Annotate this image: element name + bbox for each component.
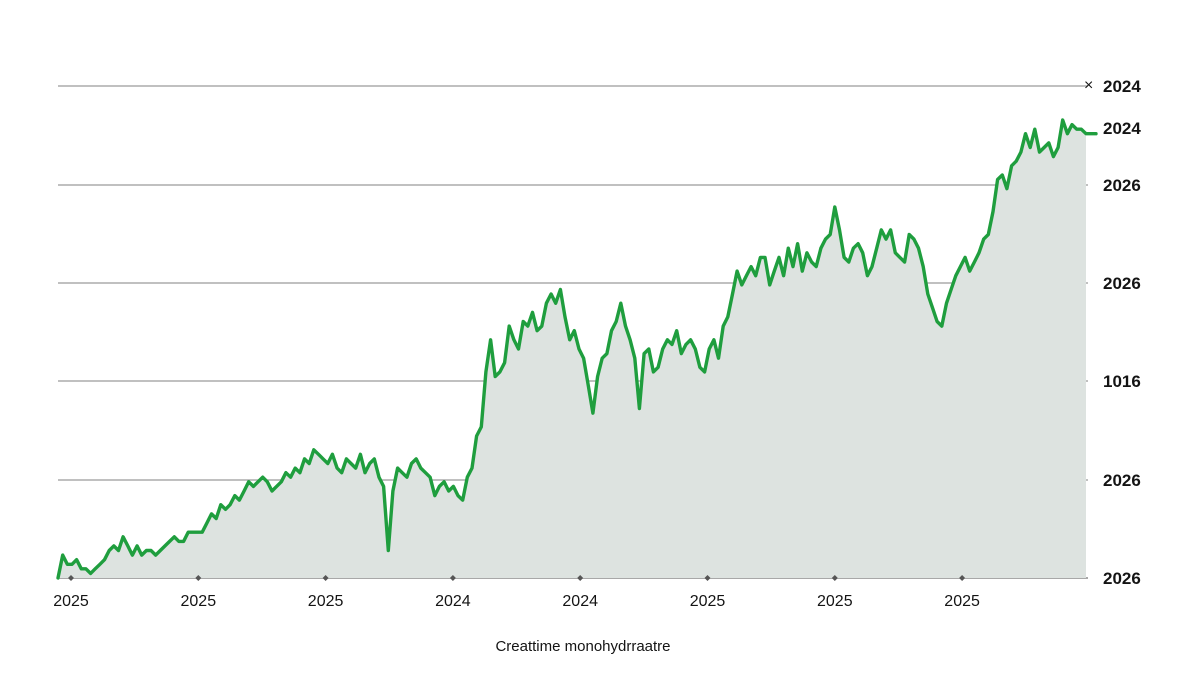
x-tick-mark (577, 575, 584, 581)
series-area (58, 120, 1086, 578)
x-tick-mark (322, 575, 329, 581)
y-tick-label: 2026 (1103, 176, 1141, 195)
x-tick-mark (449, 575, 456, 581)
x-tick-label: 2024 (435, 593, 471, 610)
x-tick-label: 2025 (817, 593, 853, 610)
y-tick-label: 2026 (1103, 274, 1141, 293)
x-tick-mark (959, 575, 966, 581)
x-tick-mark (68, 575, 74, 581)
gridline-end-marker: × (1084, 77, 1093, 94)
x-tick-mark (831, 575, 838, 581)
x-tick-label: 2025 (53, 593, 89, 610)
y-tick-label: 2024 (1103, 119, 1141, 138)
y-tick-label: 2024 (1103, 77, 1141, 96)
x-tick-mark (195, 575, 202, 581)
y-tick-labels: 2024 2024 2026 2026 1016 2026 2026 (1103, 77, 1141, 588)
series-line-layer (56, 118, 1098, 580)
x-tick-label: 2025 (690, 593, 726, 610)
series-line (56, 118, 1098, 580)
x-axis-label: Creattime monohydrraatre (495, 638, 671, 655)
x-tick-label: 2025 (944, 593, 980, 610)
x-tick-labels: 2025 2025 2025 2024 2024 2025 2025 2025 (53, 575, 980, 610)
y-tick-label: 2026 (1103, 471, 1141, 490)
x-tick-label: 2025 (181, 593, 217, 610)
x-tick-label: 2024 (562, 593, 598, 610)
series-area-layer (58, 120, 1086, 578)
x-tick-mark (704, 575, 711, 581)
x-tick-label: 2025 (308, 593, 344, 610)
y-tick-label: 1016 (1103, 372, 1141, 391)
y-tick-label: 2026 (1103, 569, 1141, 588)
